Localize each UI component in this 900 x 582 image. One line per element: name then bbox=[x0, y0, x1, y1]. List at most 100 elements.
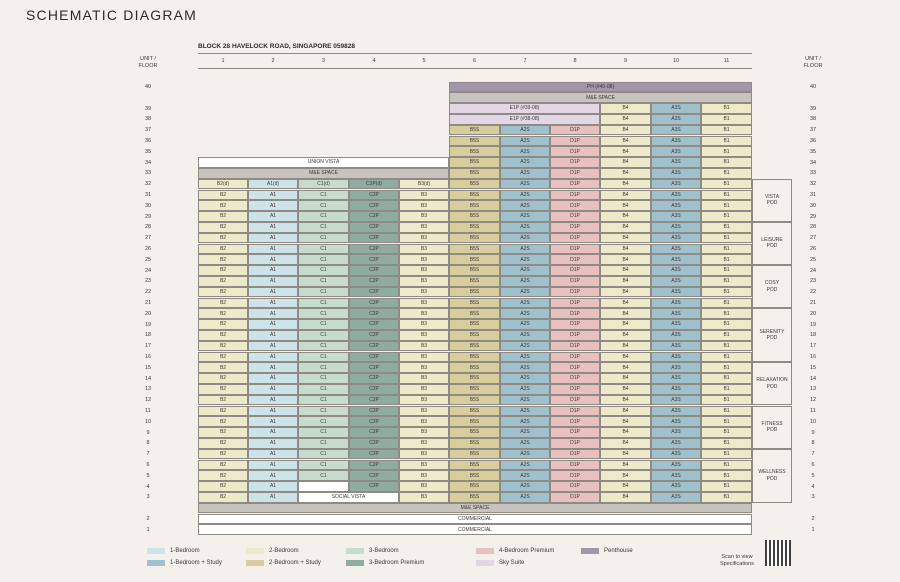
unit-cell: A1 bbox=[248, 459, 298, 471]
unit-cell: C2P bbox=[349, 232, 399, 244]
unit-cell: B4 bbox=[600, 265, 651, 276]
unit-cell: A1 bbox=[248, 437, 298, 449]
unit-cell: A2S bbox=[500, 340, 550, 352]
sky-suite-unit: E1P (#38-08) bbox=[449, 113, 600, 125]
unit-cell: B1 bbox=[701, 124, 752, 136]
unit-cell: B4 bbox=[600, 405, 651, 417]
unit-cell: D1P bbox=[550, 221, 600, 233]
legend-item: 2-Bedroom bbox=[246, 548, 299, 554]
floor-number: 16 bbox=[144, 354, 152, 360]
unit-cell: B1 bbox=[701, 405, 752, 417]
floor-number: 20 bbox=[144, 310, 152, 317]
unit-cell: A1 bbox=[248, 427, 298, 438]
floor-number: 29 bbox=[144, 213, 152, 220]
unit-cell: D1P bbox=[550, 329, 600, 341]
unit-cell: B2(d) bbox=[198, 178, 248, 190]
legend-swatch bbox=[476, 560, 494, 566]
unit-cell: B1 bbox=[701, 178, 752, 190]
unit-cell: C2P bbox=[349, 481, 399, 492]
penthouse-unit: PH (#40-08) bbox=[449, 81, 752, 93]
unit-cell: B2 bbox=[198, 491, 248, 503]
unit-cell: C1 bbox=[298, 275, 349, 287]
unit-cell: B3 bbox=[399, 448, 449, 460]
floor-number: 9 bbox=[811, 429, 815, 436]
unit-cell: D1P bbox=[550, 362, 600, 374]
unit-cell: C1 bbox=[298, 308, 349, 320]
unit-cell: C2P bbox=[349, 308, 399, 320]
unit-cell: D1P bbox=[550, 124, 600, 136]
unit-cell: B3 bbox=[399, 383, 449, 395]
unit-cell: B1 bbox=[701, 221, 752, 233]
unit-cell: B4 bbox=[600, 427, 651, 438]
floor-number: 32 bbox=[144, 181, 152, 188]
unit-cell: B3 bbox=[399, 373, 449, 384]
unit-cell: A2S bbox=[500, 427, 550, 438]
unit-cell: A3S bbox=[651, 265, 701, 276]
unit-cell: A1 bbox=[248, 373, 298, 384]
floor-number: 29 bbox=[809, 213, 817, 220]
unit-cell: B4 bbox=[600, 221, 651, 233]
unit-cell: B4 bbox=[600, 275, 651, 287]
unit-cell: A3S bbox=[651, 491, 701, 503]
unit-cell: A3S bbox=[651, 362, 701, 374]
qr-code-icon[interactable] bbox=[765, 540, 791, 566]
unit-cell: B2 bbox=[198, 189, 248, 201]
pod-label: LEISURE POD bbox=[752, 221, 792, 266]
unit-cell: D1P bbox=[550, 448, 600, 460]
unit-cell: B3 bbox=[399, 243, 449, 255]
unit-cell: B2 bbox=[198, 470, 248, 482]
legend-label: Sky Suite bbox=[499, 560, 525, 566]
floor-number: 40 bbox=[144, 84, 152, 90]
floor-number: 22 bbox=[809, 289, 817, 296]
unit-cell: B1 bbox=[701, 103, 752, 114]
floor-number: 39 bbox=[809, 105, 817, 112]
unit-cell: B1 bbox=[701, 329, 752, 341]
unit-cell: D1P bbox=[550, 286, 600, 298]
floor-number: 8 bbox=[811, 440, 815, 447]
legend-label: 4-Bedroom Premium bbox=[499, 548, 555, 554]
unit-cell: A3S bbox=[651, 232, 701, 244]
unit-cell: C1 bbox=[298, 437, 349, 449]
unit-cell: A2S bbox=[500, 373, 550, 384]
floor-number: 1 bbox=[811, 526, 815, 533]
unit-cell: D1P bbox=[550, 135, 600, 147]
unit-cell: B1 bbox=[701, 362, 752, 374]
stack-number: 11 bbox=[723, 58, 730, 64]
unit-cell: C1 bbox=[298, 362, 349, 374]
unit-cell: B2 bbox=[198, 373, 248, 384]
unit-cell: B1 bbox=[701, 373, 752, 384]
unit-cell: C2P bbox=[349, 362, 399, 374]
unit-cell: D1P bbox=[550, 308, 600, 320]
unit-cell: C2P bbox=[349, 437, 399, 449]
unit-cell: B4 bbox=[600, 232, 651, 244]
unit-cell: B5S bbox=[449, 373, 500, 384]
unit-cell: C1 bbox=[298, 427, 349, 438]
floor-number: 38 bbox=[144, 116, 152, 123]
floor-number: 31 bbox=[144, 192, 152, 198]
unit-cell: B2 bbox=[198, 211, 248, 222]
unit-cell: A3S bbox=[651, 157, 701, 168]
unit-cell: A3S bbox=[651, 437, 701, 449]
unit-cell: B1 bbox=[701, 351, 752, 363]
unit-cell: B4 bbox=[600, 189, 651, 201]
unit-cell: B3 bbox=[399, 319, 449, 330]
floor-number: 4 bbox=[811, 483, 815, 490]
unit-cell: B5S bbox=[449, 459, 500, 471]
unit-cell: C1 bbox=[298, 232, 349, 244]
unit-cell: A1 bbox=[248, 297, 298, 309]
unit-cell: B3 bbox=[399, 394, 449, 406]
stack-number: 6 bbox=[472, 58, 477, 64]
union-vista: UNION VISTA bbox=[198, 157, 449, 168]
unit-cell: A2S bbox=[500, 319, 550, 330]
unit-cell: A1 bbox=[248, 416, 298, 428]
unit-cell: B5S bbox=[449, 448, 500, 460]
page-title: SCHEMATIC DIAGRAM bbox=[26, 7, 198, 23]
unit-cell: A3S bbox=[651, 340, 701, 352]
unit-cell: B5S bbox=[449, 178, 500, 190]
unit-cell: A3S bbox=[651, 470, 701, 482]
unit-cell: A3S bbox=[651, 383, 701, 395]
unit-cell: B3 bbox=[399, 221, 449, 233]
stack-number: 9 bbox=[623, 58, 628, 64]
floor-number: 26 bbox=[809, 246, 817, 252]
unit-cell: D1P bbox=[550, 405, 600, 417]
